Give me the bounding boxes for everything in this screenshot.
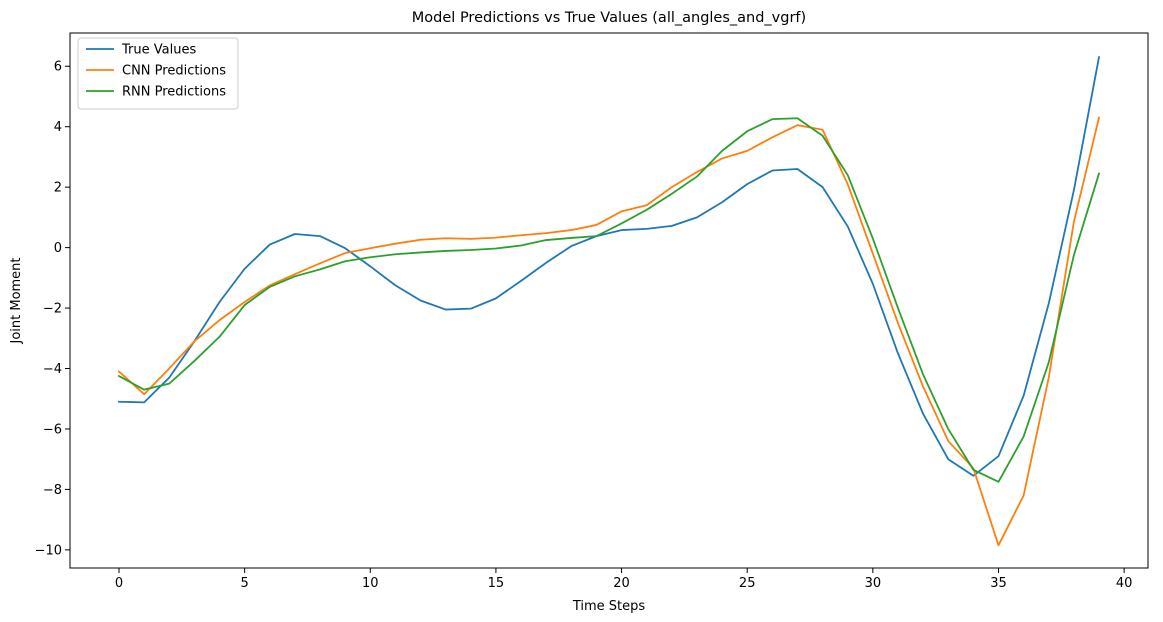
y-tick-label: 0	[54, 241, 62, 256]
y-tick-label: −10	[35, 543, 62, 558]
x-tick-label: 5	[241, 576, 249, 591]
y-tick-label: 2	[54, 181, 62, 196]
legend-label: CNN Predictions	[122, 64, 226, 79]
legend-box	[77, 37, 239, 110]
y-axis-ticks: −10 −8 −6 −4 −2 0 2 4 6	[35, 60, 70, 558]
y-tick-label: 6	[54, 60, 62, 75]
x-tick-label: 0	[115, 576, 123, 591]
x-tick-label: 30	[865, 576, 882, 591]
y-tick-label: −2	[43, 302, 62, 317]
y-tick-label: −4	[43, 362, 62, 377]
x-axis-label: Time Steps	[572, 599, 646, 614]
series-line-true-values	[118, 56, 1101, 477]
x-tick-label: 35	[990, 576, 1007, 591]
x-tick-label: 10	[362, 576, 379, 591]
chart-title: Model Predictions vs True Values (all_an…	[412, 10, 806, 26]
series-lines	[117, 56, 1101, 547]
y-tick-label: 4	[54, 120, 62, 135]
x-tick-label: 15	[488, 576, 505, 591]
legend-label: RNN Predictions	[122, 85, 226, 100]
y-tick-label: −8	[43, 483, 62, 498]
plot-area-frame	[69, 32, 1149, 569]
x-tick-label: 25	[739, 576, 756, 591]
legend-label: True Values	[121, 43, 196, 58]
series-line-cnn-predictions	[117, 116, 1101, 547]
x-tick-label: 40	[1116, 576, 1133, 591]
x-axis-ticks: 0 5 10 15 20 25 30 35 40	[115, 568, 1133, 591]
series-line-rnn-predictions	[117, 117, 1101, 483]
y-tick-label: −6	[43, 422, 62, 437]
x-tick-label: 20	[613, 576, 630, 591]
y-axis-label: Joint Moment	[9, 257, 24, 344]
legend: True Values CNN Predictions RNN Prediction…	[77, 37, 239, 110]
